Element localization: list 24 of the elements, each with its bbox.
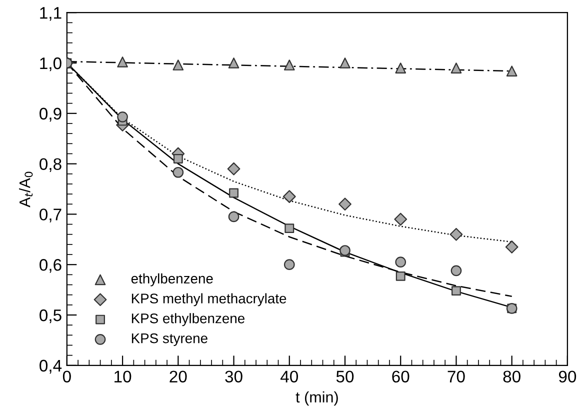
x-tick-label: 20 (170, 370, 187, 383)
x-axis-title: t (min) (296, 391, 338, 406)
legend-label: KPS methyl methacrylate (132, 293, 286, 306)
x-tick-label: 90 (558, 370, 576, 383)
x-tick-label: 80 (503, 370, 520, 383)
y-tick-label: 0,7 (40, 208, 62, 222)
y-axis-title: A$_{t}$/A$_{0}$ (19, 172, 33, 208)
y-tick-label: 0,9 (40, 108, 62, 122)
x-tick-label: 0 (62, 370, 71, 383)
x-tick-label: 30 (225, 370, 242, 383)
y-tick-label: 1,0 (40, 57, 62, 72)
x-tick-label: 50 (336, 370, 354, 383)
legend-label: KPS styrene (132, 333, 208, 346)
legend-label: ethylbenzene (131, 273, 213, 286)
y-tick-label: 1,1 (40, 7, 62, 21)
x-tick-label: 10 (114, 370, 132, 383)
y-tick-label: 0,5 (40, 309, 62, 324)
legend-label: KPS ethylbenzene (132, 313, 244, 326)
x-tick-label: 70 (448, 370, 465, 383)
x-tick-label: 60 (392, 370, 410, 383)
x-tick-label: 40 (280, 370, 298, 383)
y-tick-label: 0,8 (40, 158, 62, 172)
y-tick-label: 0,4 (40, 360, 62, 374)
y-tick-label: 0,6 (40, 259, 62, 273)
